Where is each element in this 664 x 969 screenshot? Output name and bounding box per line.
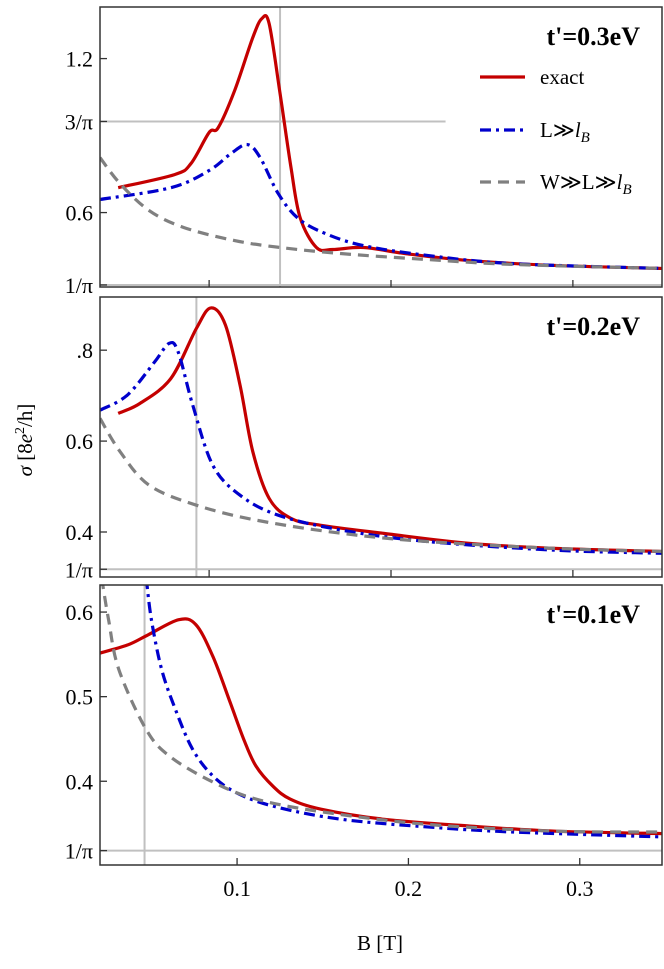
plot-frame bbox=[99, 296, 663, 578]
series-l-much-greater-lb-line bbox=[100, 142, 662, 271]
x-axis-label: B [T] bbox=[357, 931, 403, 955]
y-tick-label: 0.6 bbox=[66, 600, 94, 625]
panel-title: t'=0.1eV bbox=[546, 600, 640, 629]
y-tick-label: 1/π bbox=[65, 839, 93, 864]
legend-label: exact bbox=[540, 65, 584, 89]
panel-title: t'=0.3eV bbox=[546, 22, 640, 51]
legend-label: W≫L≫lB bbox=[540, 170, 632, 198]
legend: exact L≫lB W≫L≫lB bbox=[480, 65, 632, 198]
y-axis-label: σ [8e2/h] bbox=[13, 404, 37, 477]
y-tick-label: 0.5 bbox=[66, 685, 94, 710]
series-w-much-greater-l-lb-line bbox=[100, 417, 662, 554]
plot-frame bbox=[99, 584, 663, 866]
y-tick-label: 0.4 bbox=[66, 769, 94, 794]
series-w-much-greater-l-lb-line bbox=[101, 585, 662, 834]
y-tick-label: 1/π bbox=[65, 557, 93, 582]
x-tick-label: 0.1 bbox=[223, 876, 251, 901]
series-w-much-greater-l-lb-line bbox=[100, 156, 662, 271]
y-tick-label: 0.4 bbox=[66, 520, 94, 545]
series-l-much-greater-lb-line bbox=[100, 340, 662, 555]
y-tick-label: 0.6 bbox=[66, 201, 94, 226]
legend-label: L≫lB bbox=[540, 118, 590, 146]
panel-1: 1.2 3/π 0.6 1/π t'=0.3eV exact L≫lB W≫L≫lB bbox=[65, 6, 663, 298]
panel-2: .8 0.6 0.4 1/π t'=0.2eV bbox=[65, 296, 663, 582]
y-tick-label: 0.6 bbox=[66, 429, 94, 454]
x-tick-label: 0.3 bbox=[566, 876, 594, 901]
panel-title: t'=0.2eV bbox=[546, 312, 640, 341]
plot-frame bbox=[99, 6, 663, 288]
x-tick-label: 0.2 bbox=[395, 876, 423, 901]
y-tick-label: 1.2 bbox=[66, 47, 94, 72]
panel-3: 0.1 0.2 0.3 0.6 0.5 0.4 1/π t'=0.1eV bbox=[65, 584, 663, 901]
y-tick-label: .8 bbox=[77, 338, 94, 363]
y-tick-label: 1/π bbox=[65, 273, 93, 298]
y-tick-label: 3/π bbox=[65, 109, 93, 134]
